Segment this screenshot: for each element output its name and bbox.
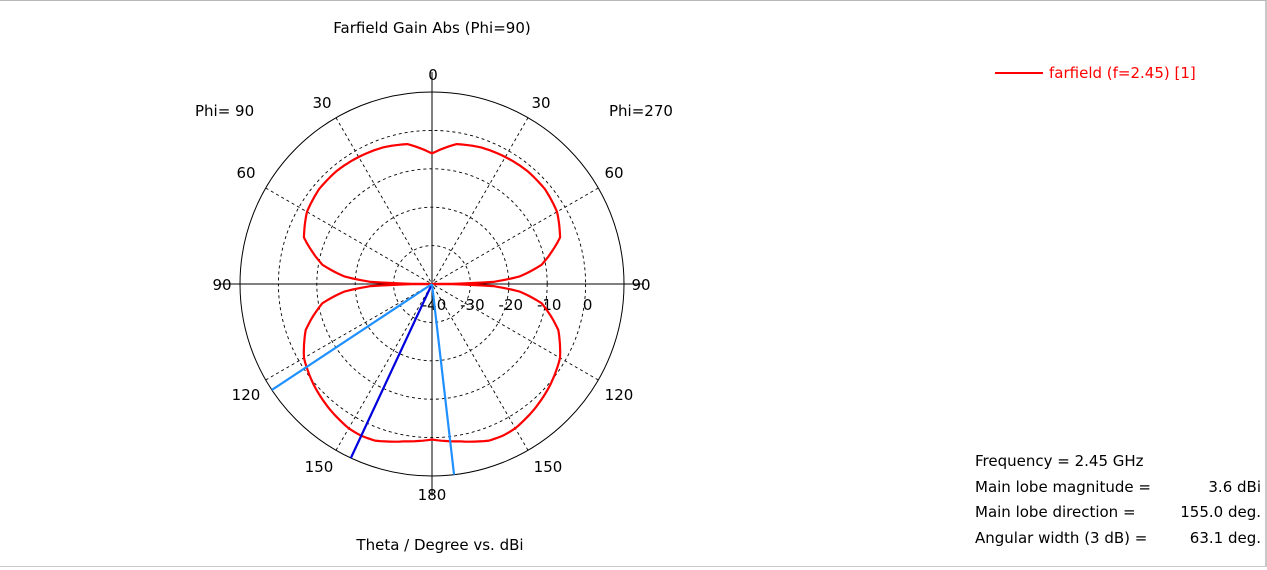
angle-label-right-30: 30 — [531, 94, 550, 112]
angle-label-left-150: 150 — [305, 458, 334, 476]
grid-spoke — [335, 283, 433, 451]
grid-spoke — [265, 187, 433, 285]
grid-spoke — [431, 187, 599, 285]
angle-label-left-90: 90 — [212, 276, 231, 294]
info-label: Main lobe magnitude = — [975, 477, 1151, 496]
info-row-angular-width: Angular width (3 dB) = 63.1 deg. — [975, 526, 1261, 552]
angle-label-left-60: 60 — [236, 164, 255, 182]
radial-tick-label: -10 — [537, 296, 562, 314]
info-row-magnitude: Main lobe magnitude = 3.6 dBi — [975, 475, 1261, 501]
grid-spoke — [431, 117, 529, 285]
info-value: 63.1 deg. — [1189, 528, 1261, 547]
info-row-direction: Main lobe direction = 155.0 deg. — [975, 500, 1261, 526]
info-panel: Frequency = 2.45 GHz Main lobe magnitude… — [975, 449, 1261, 551]
radial-tick-label: -20 — [499, 296, 524, 314]
grid-spoke — [431, 283, 599, 381]
grid-spoke — [431, 283, 529, 451]
legend: farfield (f=2.45) [1] — [995, 62, 1196, 84]
main-lobe-direction-line — [349, 283, 433, 459]
right-phi-label: Phi=270 — [609, 102, 673, 120]
x-axis-label: Theta / Degree vs. dBi — [355, 536, 523, 554]
angle-label-top: 0 — [428, 66, 438, 84]
radial-tick-label: 0 — [583, 296, 593, 314]
legend-swatch — [995, 72, 1043, 74]
3db-beamwidth-edge-2-line — [430, 283, 456, 475]
left-phi-label: Phi= 90 — [195, 102, 254, 120]
3db-beamwidth-edge-1-line — [271, 283, 433, 391]
angle-label-right-60: 60 — [604, 164, 623, 182]
farfield-series-line — [302, 143, 562, 443]
info-label: Main lobe direction = — [975, 503, 1136, 521]
info-value: 3.6 dBi — [1208, 477, 1261, 496]
info-row-frequency: Frequency = 2.45 GHz — [975, 449, 1261, 475]
angle-label-right-120: 120 — [605, 386, 634, 404]
info-value: 155.0 deg. — [1180, 503, 1261, 521]
info-label: Angular width (3 dB) = — [975, 528, 1148, 547]
chart-title: Farfield Gain Abs (Phi=90) — [333, 19, 530, 37]
outer-circle — [239, 91, 625, 477]
marker-layer — [271, 283, 456, 475]
series-layer — [302, 143, 562, 443]
grid-spoke — [335, 117, 433, 285]
legend-label: farfield (f=2.45) [1] — [1049, 64, 1196, 82]
angle-label-left-30: 30 — [312, 94, 331, 112]
angle-label-right-150: 150 — [534, 458, 563, 476]
angle-label-left-120: 120 — [232, 386, 261, 404]
radial-tick-label: -30 — [460, 296, 485, 314]
grid-spoke — [265, 283, 433, 381]
angle-label-right-90: 90 — [631, 276, 650, 294]
info-label: Frequency = 2.45 GHz — [975, 452, 1144, 470]
